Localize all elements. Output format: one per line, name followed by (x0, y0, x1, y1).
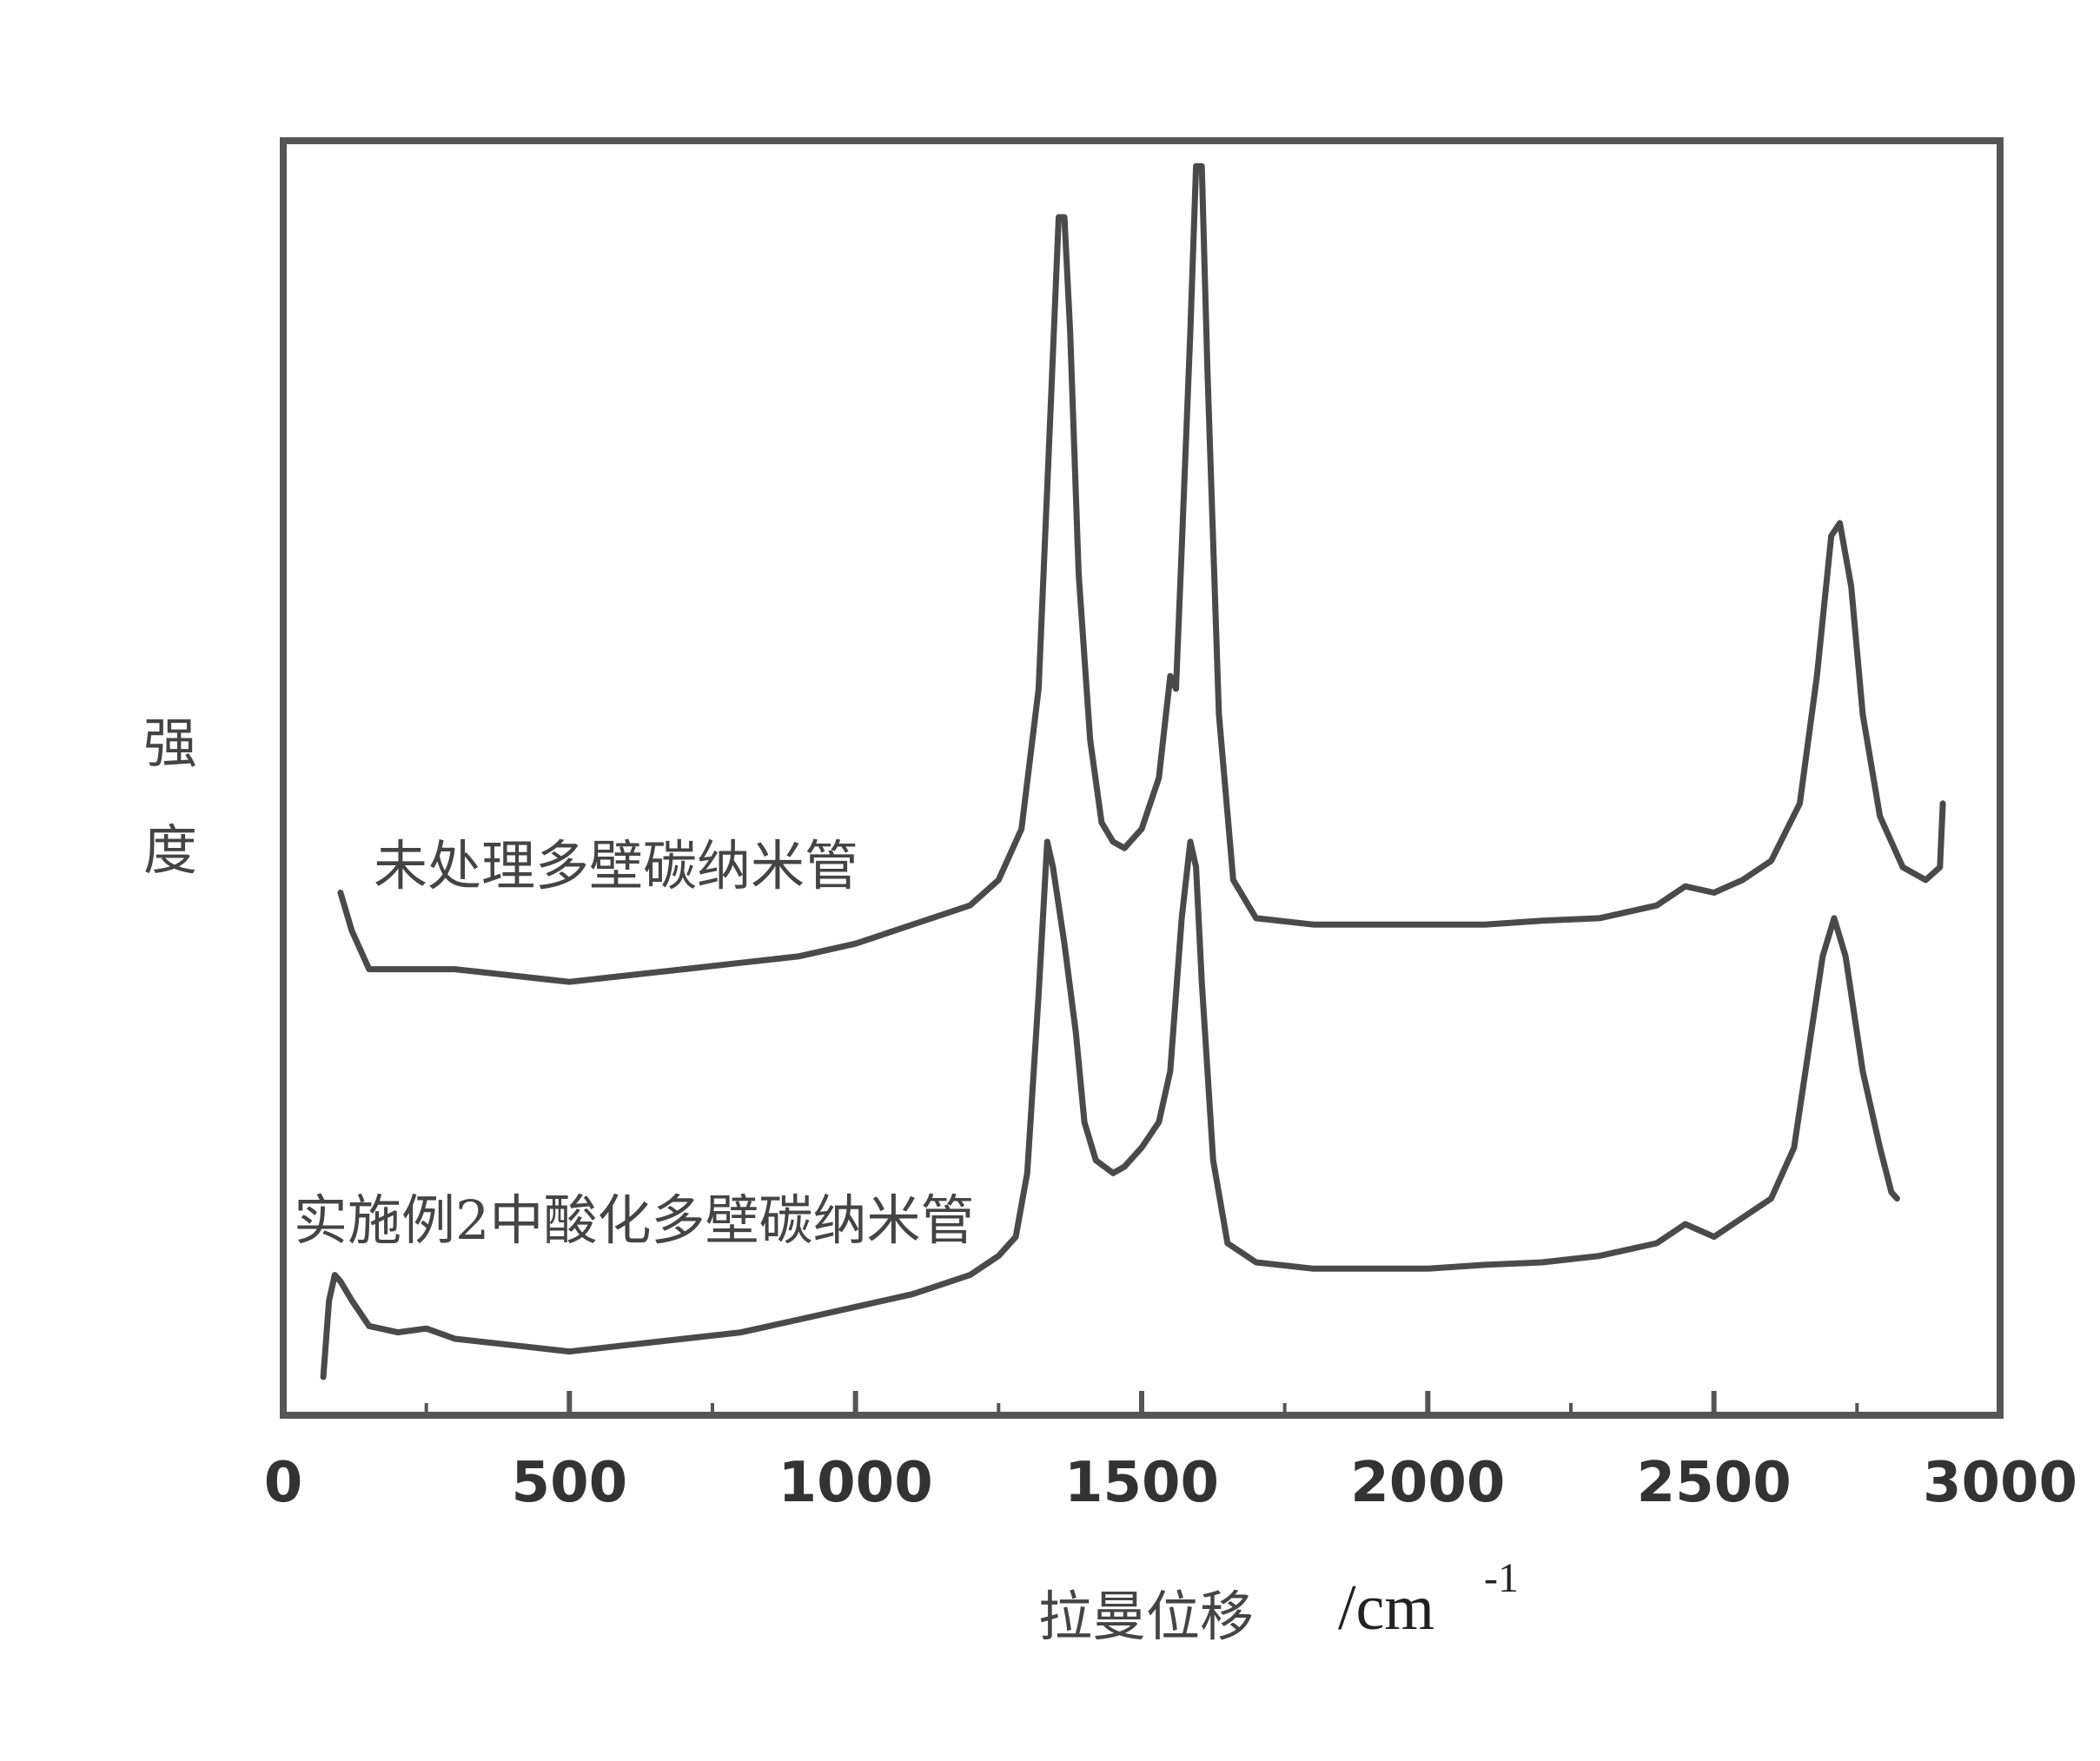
series-line-2 (323, 842, 1897, 1377)
y-axis-label-char-1: 强 (143, 712, 197, 775)
x-tick-label-1500: 1500 (1064, 1451, 1219, 1515)
x-axis-tick-labels: 0 500 1000 1500 2000 2500 3000 (264, 1451, 2077, 1515)
annotation-untreated: 未处理多壁碳纳米管 (374, 834, 858, 897)
x-tick-label-1000: 1000 (778, 1451, 933, 1515)
x-axis-unit-exponent: -1 (1484, 1555, 1519, 1601)
x-axis-ticks (427, 1391, 1858, 1415)
annotation-acidified: 实施例2中酸化多壁碳纳米管 (294, 1188, 974, 1252)
x-tick-label-2500: 2500 (1637, 1451, 1792, 1515)
y-axis-label-char-2: 度 (143, 818, 197, 882)
x-tick-label-500: 500 (512, 1451, 628, 1515)
x-tick-label-2000: 2000 (1350, 1451, 1505, 1515)
x-tick-label-3000: 3000 (1923, 1451, 2077, 1515)
x-tick-label-0: 0 (264, 1451, 303, 1515)
x-axis-unit: /cm (1338, 1572, 1434, 1644)
x-axis-label: 拉曼位移 (1038, 1585, 1254, 1648)
